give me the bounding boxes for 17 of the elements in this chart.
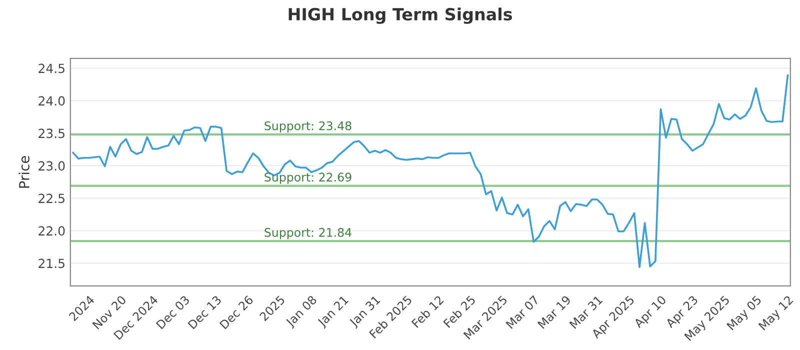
y-tick-label: 24.0: [38, 96, 65, 106]
y-tick-label: 23.0: [38, 161, 65, 171]
ref-line-label: Support: 21.84: [264, 228, 352, 240]
y-tick-label: 21.5: [38, 258, 64, 268]
y-tick-label: 23.5: [38, 128, 64, 138]
y-tick-label: 22.0: [38, 226, 65, 236]
line-series: [72, 74, 789, 268]
x-tick-label: Jan 08: [284, 295, 319, 329]
x-tick-label: Feb 12: [411, 295, 444, 328]
x-tick-label: Jan 21: [316, 295, 350, 329]
y-axis-title: Price: [18, 156, 30, 188]
ref-line-label: Support: 22.69: [264, 172, 352, 184]
y-tick-label: 22.5: [38, 194, 64, 204]
x-tick-label: Apr 10: [633, 294, 668, 330]
ref-line-label: Support: 23.48: [264, 121, 352, 133]
y-tick-label: 24.5: [38, 64, 64, 74]
chart-title: HIGH Long Term Signals: [288, 8, 512, 24]
